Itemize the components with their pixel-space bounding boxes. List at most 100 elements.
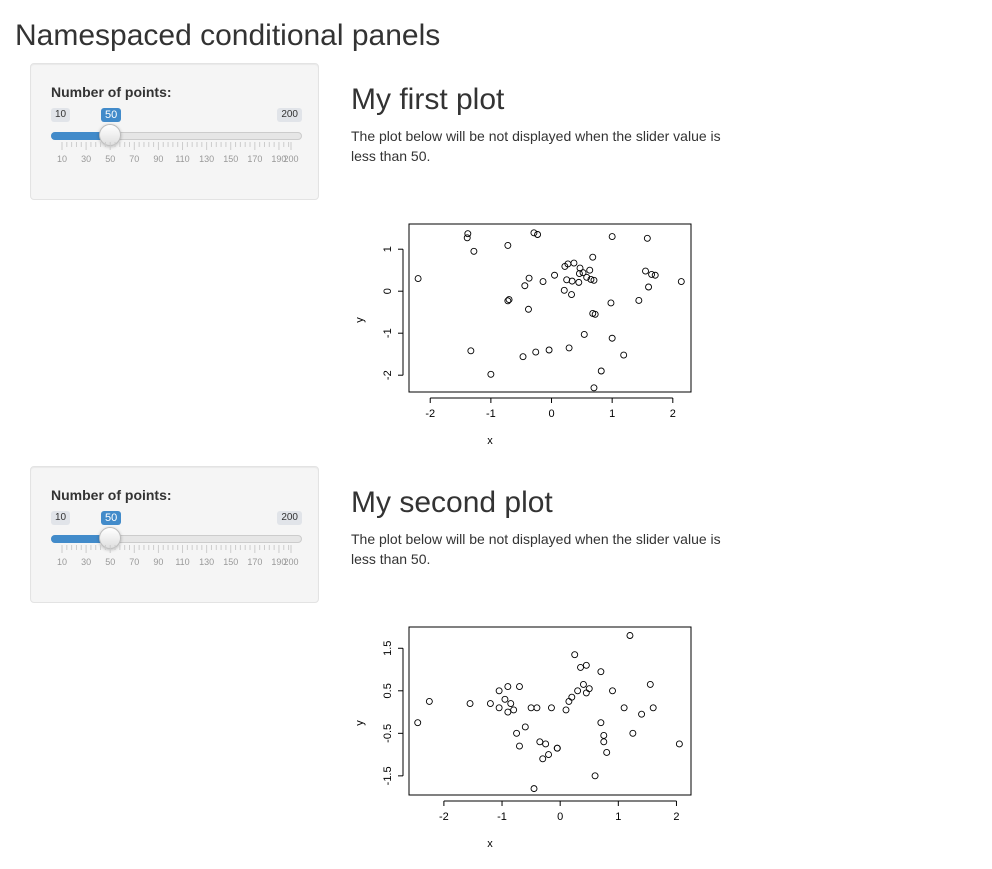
slider-grid-label: 170 — [247, 154, 262, 164]
y-tick-label: -1.5 — [382, 766, 394, 785]
plot-heading: My first plot — [351, 83, 505, 116]
scatter-point — [585, 685, 593, 693]
slider-grid-label: 130 — [199, 557, 214, 567]
scatter-point — [629, 729, 637, 737]
scatter-point — [519, 353, 527, 361]
x-tick-label: -2 — [439, 811, 449, 823]
slider-grid-label: 30 — [81, 154, 91, 164]
scatter-point — [486, 700, 494, 708]
scatter-point — [516, 742, 523, 750]
slider-grid-label: 150 — [223, 557, 238, 567]
scatter-point — [553, 744, 561, 752]
scatter-point — [505, 296, 513, 304]
scatter-point — [539, 278, 547, 285]
scatter-point — [560, 286, 568, 294]
scatter-point — [600, 738, 608, 746]
scatter-point — [542, 740, 550, 748]
scatter-plot-2: -2 -1 0 1 2 x -1.5 -0.5 0.5 1.5 y — [354, 626, 692, 850]
slider-max-label: 200 — [277, 511, 302, 525]
scatter-point — [586, 266, 594, 274]
scatter-point — [563, 276, 571, 284]
scatter-point — [545, 346, 553, 354]
slider-grid-label: 30 — [81, 557, 91, 567]
scatter-point — [575, 278, 583, 286]
slider-well: Number of points: 10 50 200 10 30 50 70 90 11… — [30, 63, 319, 200]
x-tick-label: -1 — [497, 811, 507, 823]
slider-grid-label: 190 — [271, 154, 286, 164]
scatter-point — [645, 283, 652, 291]
scatter-point — [643, 234, 651, 242]
slider-grid-label: 130 — [199, 154, 214, 164]
scatter-point — [597, 668, 605, 676]
scatter-point — [608, 334, 616, 342]
slider-grid-label: 200 — [283, 557, 298, 567]
slider-grid-label: 10 — [57, 557, 67, 567]
scatter-point — [579, 269, 587, 277]
scatter-point — [587, 275, 595, 283]
scatter-point — [414, 275, 422, 283]
slider-grid-label: 110 — [175, 557, 189, 567]
scatter-point — [582, 689, 590, 697]
slider-fill — [51, 132, 110, 140]
scatter-point — [551, 271, 558, 279]
slider[interactable]: 10 50 200 10 30 50 70 90 110 130 150 170 190 200 — [51, 108, 302, 178]
scatter-point — [620, 351, 628, 359]
scatter-point — [590, 276, 598, 284]
x-tick-label: 2 — [670, 408, 676, 420]
slider-grid-label: 150 — [223, 154, 238, 164]
slider-label: Number of points: — [51, 84, 172, 100]
scatter-point — [626, 632, 634, 639]
scatter-point — [495, 687, 503, 695]
y-tick-label: 1 — [382, 246, 394, 252]
y-tick-label: 0 — [382, 288, 394, 294]
y-axis-label: y — [354, 720, 366, 726]
scatter-point — [651, 271, 659, 279]
slider-grid-label: 90 — [153, 557, 163, 567]
plot-frame — [408, 223, 692, 393]
y-tick-label: -1 — [382, 328, 394, 338]
x-tick-label: 1 — [609, 408, 615, 420]
scatter-point — [504, 683, 512, 690]
scatter-point — [527, 704, 535, 712]
scatter-point — [414, 719, 422, 727]
scatter-point — [495, 704, 503, 712]
scatter-point — [568, 291, 575, 299]
scatter-point — [603, 749, 611, 756]
scatter-point — [516, 683, 523, 690]
slider-value-label: 50 — [101, 511, 122, 525]
page-title: Namespaced conditional panels — [15, 19, 441, 52]
slider-grid-label: 70 — [129, 557, 139, 567]
scatter-point — [580, 331, 588, 338]
slider-grid-label: 50 — [105, 557, 115, 567]
slider-fill — [51, 535, 110, 543]
scatter-point — [646, 680, 654, 688]
scatter-point — [620, 704, 628, 712]
scatter-point — [507, 700, 515, 708]
scatter-point — [591, 772, 599, 780]
scatter-point — [525, 274, 533, 282]
scatter-point — [504, 708, 512, 716]
scatter-point — [597, 367, 605, 375]
scatter-point — [565, 697, 573, 705]
slider-grid-label: 90 — [153, 154, 163, 164]
slider-label: Number of points: — [51, 487, 172, 503]
slider-grid-label: 190 — [271, 557, 286, 567]
scatter-point — [504, 241, 512, 249]
x-tick-label: 1 — [615, 811, 621, 823]
plot-frame — [408, 626, 692, 796]
y-tick-label: -0.5 — [382, 724, 394, 743]
scatter-point — [487, 370, 495, 378]
scatter-point — [530, 785, 538, 793]
x-axis-label: x — [487, 838, 493, 850]
scatter-point — [579, 680, 587, 688]
slider-min-label: 10 — [51, 108, 71, 122]
scatter-point — [649, 704, 657, 712]
scatter-point — [548, 704, 555, 712]
scatter-point — [608, 233, 616, 241]
slider-max-label: 200 — [277, 108, 302, 122]
x-tick-label: -1 — [486, 408, 496, 420]
plot-description: The plot below will be not displayed whe… — [351, 128, 721, 164]
scatter-point — [577, 663, 584, 671]
slider[interactable]: 10 50 200 10 30 50 70 90 110 130 150 170 190 200 — [51, 511, 302, 581]
scatter-point — [425, 697, 433, 705]
